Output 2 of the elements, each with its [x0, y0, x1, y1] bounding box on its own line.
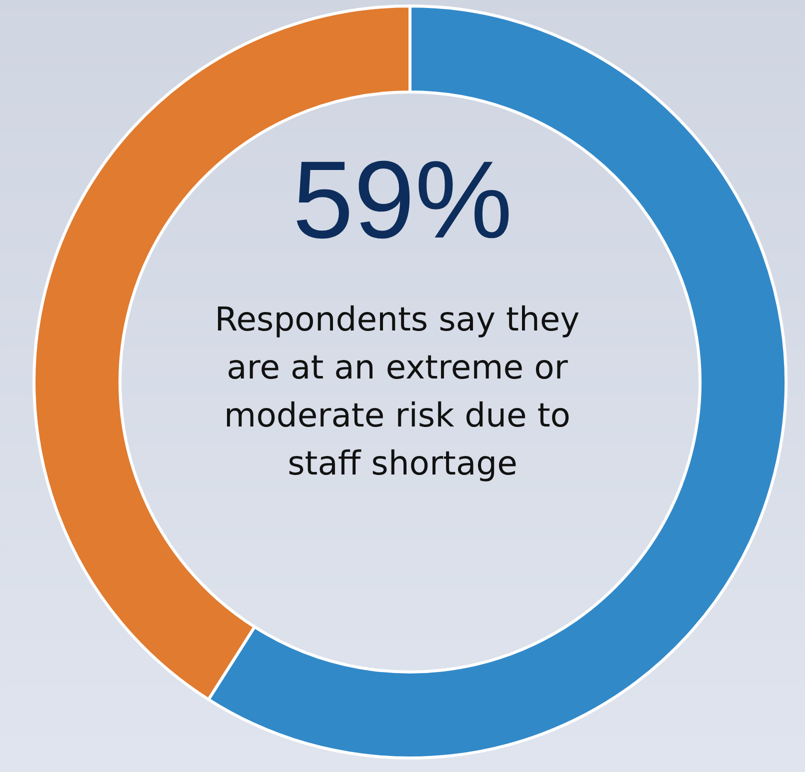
text: 59%	[292, 138, 513, 262]
text: Respondents say they are at an extreme or moderate risk due to staff shortage	[214, 300, 590, 482]
